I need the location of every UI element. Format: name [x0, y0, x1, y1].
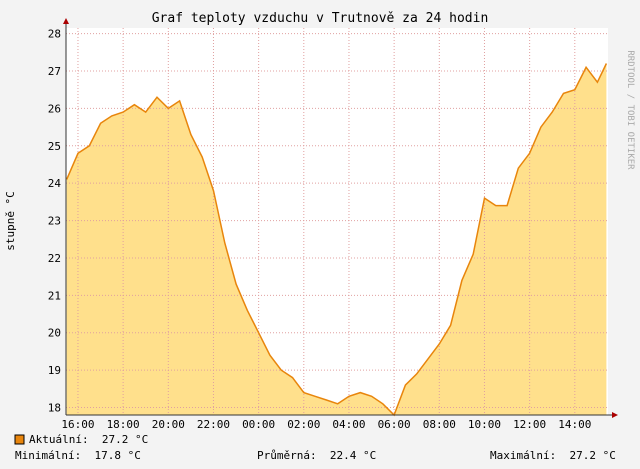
x-tick-label: 04:00 [332, 418, 365, 431]
line [66, 63, 608, 417]
axis-arrow [63, 18, 69, 24]
y-tick-label: 19 [48, 364, 61, 377]
stat-avg: Průměrná: 22.4 °C [257, 449, 376, 462]
y-axis-label: stupně °C [4, 191, 17, 251]
x-tick-label: 00:00 [242, 418, 275, 431]
x-tick-label: 14:00 [558, 418, 591, 431]
x-tick-label: 06:00 [378, 418, 411, 431]
chart-title: Graf teploty vzduchu v Trutnově za 24 ho… [152, 11, 489, 26]
x-tick-label: 08:00 [423, 418, 456, 431]
y-tick-label: 26 [48, 102, 61, 115]
plot: 18 19 20 21 22 23 24 25 26 27 28 16:00 18:00 20:00 22:… [48, 28, 608, 431]
y-tick-label: 25 [48, 140, 61, 153]
x-tick-label: 22:00 [197, 418, 230, 431]
x-tick-label: 18:00 [107, 418, 140, 431]
x-tick-label: 02:00 [287, 418, 320, 431]
x-tick-label: 16:00 [61, 418, 94, 431]
y-tick-label: 23 [48, 215, 61, 228]
stat-min: Minimální: 17.8 °C [15, 449, 141, 462]
y-tick-label: 28 [48, 28, 61, 41]
y-tick-label: 24 [48, 177, 62, 190]
area [66, 63, 607, 415]
x-tick-label: 20:00 [152, 418, 185, 431]
watermark: RRDTOOL / TOBI OETIKER [625, 50, 635, 170]
axis-arrow [612, 412, 618, 418]
legend-swatch [14, 434, 25, 445]
y-tick-label: 27 [48, 65, 61, 78]
x-tick-label: 10:00 [468, 418, 501, 431]
y-tick-label: 18 [48, 402, 61, 415]
y-tick-label: 20 [48, 327, 61, 340]
stat-max: Maximální: 27.2 °C [490, 449, 616, 462]
x-tick-label: 12:00 [513, 418, 546, 431]
legend-label: Aktuální: 27.2 °C [29, 433, 148, 446]
y-tick-label: 21 [48, 289, 61, 302]
y-tick-label: 22 [48, 252, 61, 265]
